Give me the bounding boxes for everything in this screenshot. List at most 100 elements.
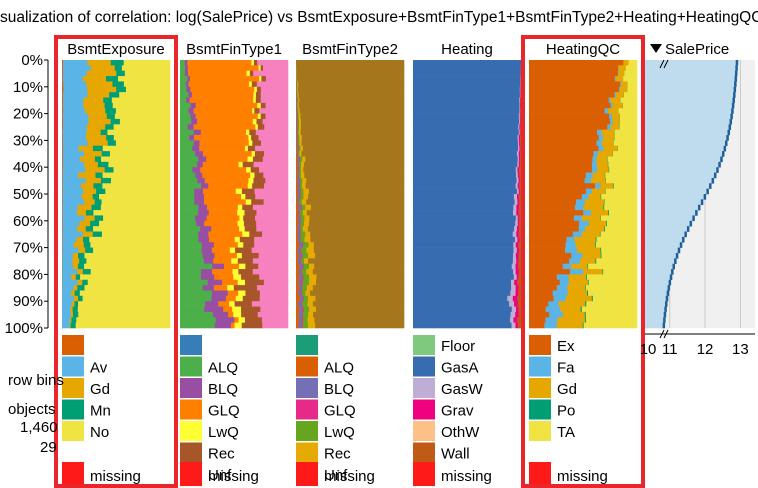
- bin-segment-gasw: [509, 301, 515, 307]
- bin-segment-blank: [62, 118, 64, 125]
- bin-segment-blq: [215, 317, 235, 323]
- bin-segment-gd: [77, 226, 87, 232]
- bin-segment-gd: [87, 60, 112, 66]
- bin-segment-fa: [576, 199, 586, 206]
- bin-segment-alq: [180, 290, 213, 297]
- bin-segment-unf: [299, 108, 405, 114]
- legend-swatch: [529, 421, 551, 441]
- bin-segment-gasw: [518, 118, 521, 125]
- bin-segment-no: [84, 263, 171, 270]
- bin-segment-no: [78, 301, 171, 307]
- bin-segment-gasa: [413, 129, 520, 136]
- bin-segment-av: [62, 311, 72, 318]
- bin-segment-ex: [529, 177, 585, 184]
- bin-segment-mn: [94, 156, 102, 163]
- bin-segment-alq: [296, 220, 299, 227]
- bin-segment-glq: [187, 65, 259, 72]
- bin-segment-gasw: [510, 290, 516, 297]
- bin-segment-grav: [519, 97, 521, 104]
- saleprice-bar-end: [734, 81, 737, 88]
- bin-segment-ex: [529, 108, 605, 114]
- bin-segment-lwq: [301, 204, 306, 211]
- bin-segment-gasw: [513, 247, 518, 254]
- bin-segment-blq: [192, 167, 201, 173]
- bin-segment-ex: [529, 129, 598, 136]
- bin-segment-blq: [194, 188, 204, 195]
- legend-swatch: [413, 399, 435, 420]
- bin-segment-glq: [191, 92, 254, 98]
- bin-segment-blq: [191, 118, 198, 125]
- bin-segment-blank: [62, 215, 63, 222]
- bin-segment-blq: [297, 258, 301, 264]
- bin-segment-blq: [298, 247, 301, 254]
- legend-label: OthW: [441, 424, 480, 441]
- bin-segment-lwq: [235, 188, 243, 195]
- axis-break-mark-top: [659, 59, 669, 69]
- bin-segment-glq: [299, 156, 301, 163]
- bin-segment-ex: [529, 60, 624, 66]
- saleprice-bar-end: [697, 204, 701, 211]
- bin-segment-lwq: [250, 172, 255, 179]
- bin-segment-gasa: [413, 322, 512, 329]
- bin-segment-unf: [307, 226, 405, 232]
- bin-segment-glq: [208, 231, 243, 238]
- bin-segment-blq: [296, 97, 298, 104]
- objects-label: objects: [8, 401, 56, 418]
- bin-segment-av: [62, 124, 88, 130]
- saleprice-bar: [645, 322, 666, 329]
- bin-segment-ta: [623, 76, 638, 82]
- bin-segment-blq: [201, 183, 209, 189]
- bin-segment-gd: [567, 285, 586, 291]
- bin-segment-grav: [515, 311, 520, 318]
- bin-segment-wall: [518, 231, 522, 238]
- bin-segment-unf: [262, 322, 289, 329]
- bin-segment-grav: [516, 258, 519, 264]
- bin-segment-mn: [85, 210, 94, 216]
- bin-segment-blq: [296, 86, 297, 93]
- bin-segment-gasa: [413, 263, 513, 270]
- bin-segment-rec: [245, 263, 259, 270]
- bins-count: 29: [40, 439, 57, 456]
- bin-segment-gasw: [511, 322, 516, 329]
- bin-segment-ta: [627, 86, 638, 93]
- x-tick-label: 13: [732, 341, 749, 358]
- bin-segment-glq: [299, 215, 301, 222]
- bin-segment-wall: [518, 258, 522, 264]
- bin-segment-po: [584, 311, 587, 318]
- bin-segment-ta: [601, 194, 638, 200]
- bin-segment-gd: [579, 258, 596, 264]
- bin-segment-av: [62, 194, 83, 200]
- bin-segment-po: [614, 135, 615, 141]
- bin-segment-gasa: [413, 290, 511, 297]
- bin-segment-glq: [302, 274, 304, 281]
- bin-segment-blq: [297, 210, 300, 216]
- bin-segment-alq: [296, 317, 300, 323]
- bin-segment-ta: [605, 188, 638, 195]
- legend-swatch: [413, 421, 435, 441]
- bin-segment-blq: [190, 113, 196, 120]
- bin-segment-rec: [244, 210, 257, 216]
- bin-segment-gd: [621, 81, 628, 88]
- bin-segment-blq: [197, 177, 206, 184]
- bin-segment-ta: [600, 215, 638, 222]
- bin-segment-gd: [84, 108, 106, 114]
- saleprice-bar: [645, 161, 721, 168]
- bin-segment-gd: [86, 81, 113, 88]
- bin-segment-alq: [180, 76, 188, 82]
- bin-segment-gd: [85, 167, 105, 173]
- bin-segment-blq: [193, 140, 200, 147]
- bin-segment-blq: [296, 108, 298, 114]
- bin-segment-blq: [185, 81, 189, 88]
- bin-segment-no: [99, 220, 171, 227]
- bin-segment-ta: [586, 274, 638, 281]
- bin-segment-gd: [79, 156, 96, 163]
- saleprice-bar-end: [729, 118, 733, 125]
- legend-swatch: [296, 356, 318, 377]
- bin-segment-gd: [569, 279, 589, 286]
- bin-segment-blank: [62, 242, 63, 248]
- bin-segment-alq: [296, 172, 298, 179]
- bin-segment-blank: [62, 194, 63, 200]
- bin-segment-gd: [70, 306, 73, 313]
- bin-segment-gd: [72, 258, 80, 264]
- bin-segment-unf: [253, 70, 289, 77]
